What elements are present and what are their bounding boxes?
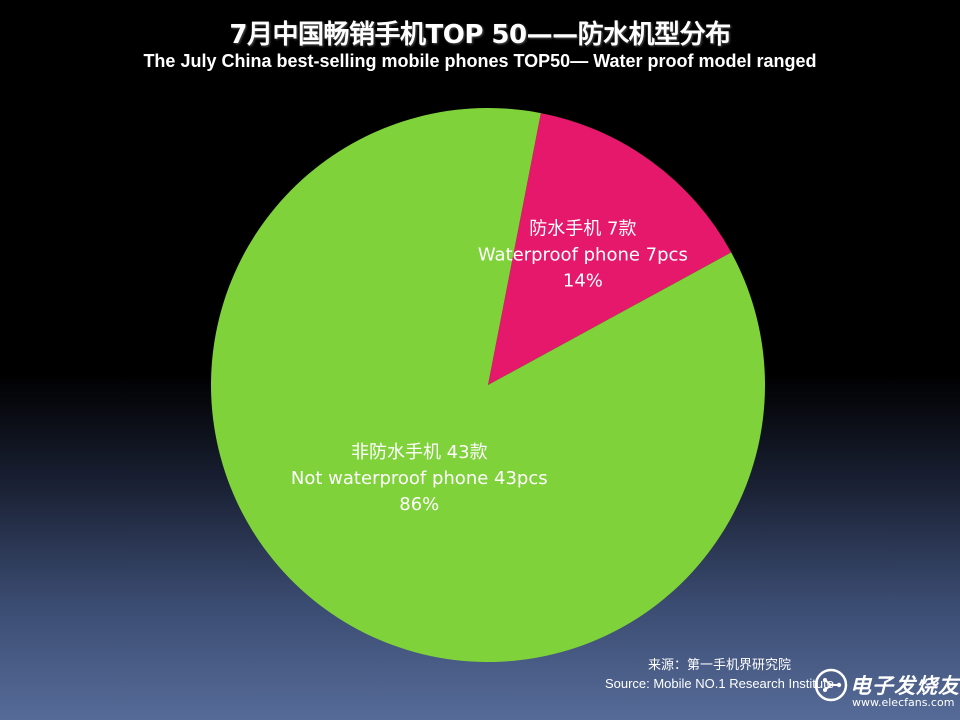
source-note: 来源：第一手机界研究院 Source: Mobile NO.1 Research… [605,655,834,693]
slice-label-cn: 防水手机 7款 [529,218,636,239]
pie-slices [211,107,766,662]
watermark-name: 电子发烧友 [850,674,960,698]
watermark: 电子发烧友 www.elecfans.com [812,664,960,714]
label-not-waterproof: 非防水手机 43款 Not waterproof phone 43pcs 86% [291,442,548,515]
slice-label-en: Not waterproof phone 43pcs [291,468,548,489]
slice-not-waterproof [211,107,766,662]
slice-label-en: Waterproof phone 7pcs [478,244,688,265]
slice-percent-label: 86% [399,494,439,515]
slice-label-cn: 非防水手机 43款 [351,442,488,463]
label-waterproof: 防水手机 7款 Waterproof phone 7pcs 14% [478,218,688,291]
slice-percent-label: 14% [563,270,603,291]
chart-subtitle: The July China best-selling mobile phone… [143,51,817,71]
source-line-cn: 来源：第一手机界研究院 [647,657,791,672]
watermark-url: www.elecfans.com [852,696,955,709]
circuit-logo-icon [814,668,848,702]
pie-labels: 防水手机 7款 Waterproof phone 7pcs 14% 非防水手机 43款… [291,218,688,515]
chart-title: 7月中国畅销手机TOP 50——防水机型分布 [229,20,731,50]
source-line-en: Source: Mobile NO.1 Research Institute [604,676,834,691]
slice-waterproof [488,113,732,386]
